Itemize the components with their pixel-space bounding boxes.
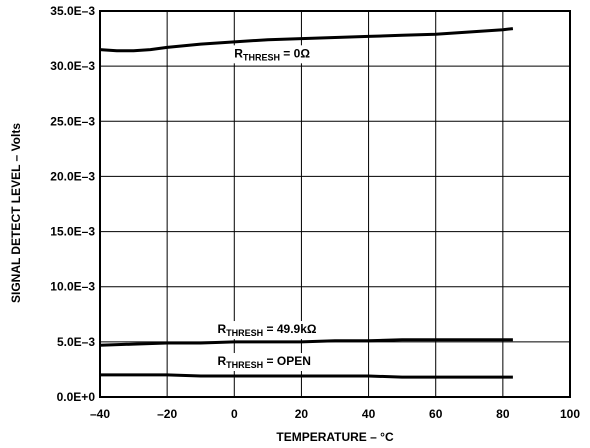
series-label: RTHRESH = 0Ω bbox=[234, 46, 310, 62]
series-label-background bbox=[213, 321, 321, 340]
series-label: RTHRESH = OPEN bbox=[218, 354, 311, 370]
x-tick-label: 60 bbox=[429, 407, 443, 421]
x-tick-label: 20 bbox=[295, 407, 309, 421]
y-axis-ticks: 0.0E+0 5.0E–3 10.0E–3 15.0E–3 20.0E–3 25.0E–3… bbox=[50, 4, 95, 404]
x-axis-title: TEMPERATURE – °C bbox=[276, 430, 394, 444]
y-tick-label: 35.0E–3 bbox=[50, 4, 95, 18]
series-line bbox=[100, 373, 513, 379]
x-tick-label: 40 bbox=[362, 407, 376, 421]
series-label: RTHRESH = 49.9kΩ bbox=[218, 322, 317, 338]
series-line bbox=[99, 338, 513, 347]
y-tick-label: 5.0E–3 bbox=[57, 335, 95, 349]
y-tick-label: 0.0E+0 bbox=[57, 390, 96, 404]
series-label-background bbox=[230, 45, 315, 64]
y-tick-label: 20.0E–3 bbox=[50, 169, 95, 183]
y-tick-label: 10.0E–3 bbox=[50, 280, 95, 294]
series-labels: RTHRESH = 0Ω RTHRESH = 49.9kΩ RTHRESH = OP… bbox=[213, 45, 321, 372]
x-axis-ticks: –40 –20 0 20 40 60 80 100 bbox=[90, 407, 580, 421]
y-axis-title: SIGNAL DETECT LEVEL – Volts bbox=[9, 123, 23, 303]
series-lines bbox=[99, 27, 514, 379]
y-tick-label: 30.0E–3 bbox=[50, 59, 95, 73]
y-tick-label: 15.0E–3 bbox=[50, 225, 95, 239]
x-tick-label: –40 bbox=[90, 407, 110, 421]
series-line bbox=[99, 27, 514, 53]
x-tick-label: –20 bbox=[157, 407, 177, 421]
y-tick-label: 25.0E–3 bbox=[50, 114, 95, 128]
x-tick-label: 0 bbox=[231, 407, 238, 421]
plot-frame bbox=[99, 10, 571, 398]
x-tick-label: 100 bbox=[560, 407, 580, 421]
x-tick-label: 80 bbox=[496, 407, 510, 421]
series-label-background bbox=[213, 353, 315, 372]
